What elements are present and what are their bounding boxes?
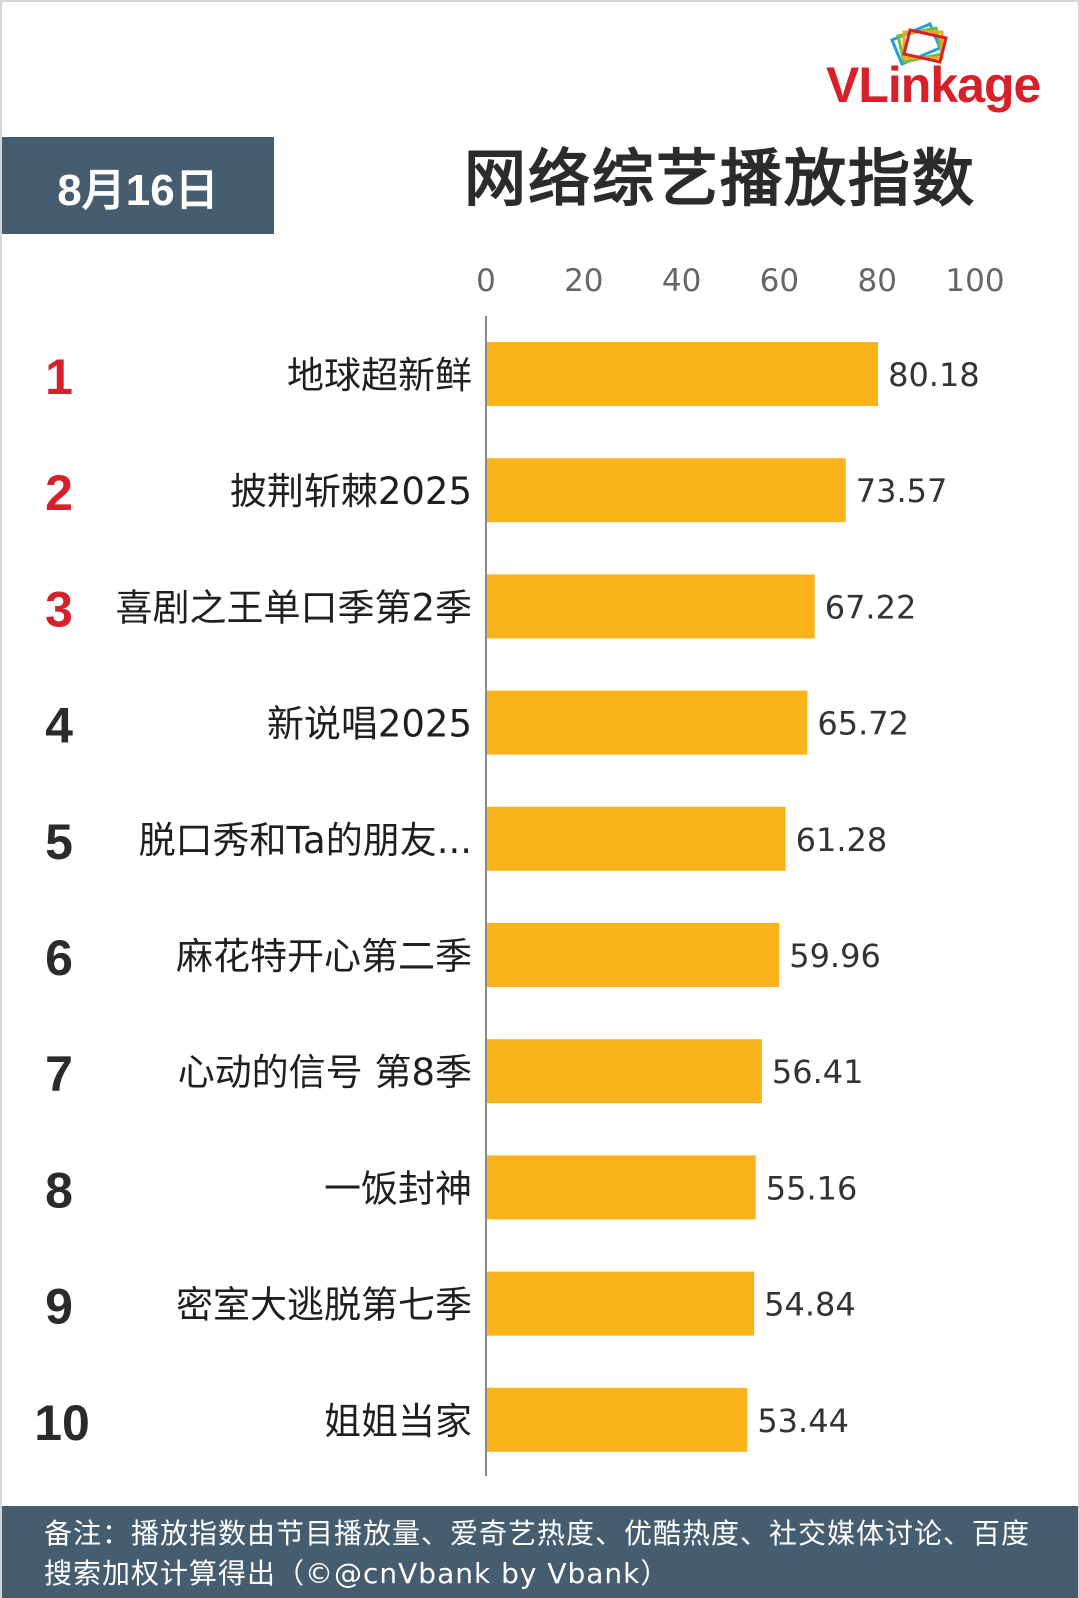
data-label: 67.22 xyxy=(825,588,917,626)
footnote: 备注：播放指数由节目播放量、爱奇艺热度、优酷热度、社交媒体讨论、百度搜索加权计算… xyxy=(2,1506,1078,1598)
rank-number: 5 xyxy=(45,814,73,870)
logo-cards-icon xyxy=(890,22,948,66)
category-label: 心动的信号 第8季 xyxy=(178,1051,472,1094)
data-label: 73.57 xyxy=(856,472,948,510)
rank-number: 4 xyxy=(45,698,73,754)
bar xyxy=(487,458,846,523)
bar xyxy=(487,690,808,755)
x-tick-label: 0 xyxy=(476,263,496,299)
x-tick-label: 100 xyxy=(945,263,1004,299)
category-label: 密室大逃脱第七季 xyxy=(176,1284,472,1327)
x-tick-label: 80 xyxy=(857,263,896,299)
category-label: 麻花特开心第二季 xyxy=(176,935,472,978)
logo-word-rest: Linkage xyxy=(858,57,1041,113)
logo-wordmark: VLinkage xyxy=(826,57,1041,113)
rank-number: 2 xyxy=(45,465,73,521)
rank-number: 3 xyxy=(45,581,73,637)
bar xyxy=(487,1155,756,1220)
x-tick-label: 60 xyxy=(760,263,799,299)
data-label: 54.84 xyxy=(764,1286,856,1324)
rank-number: 8 xyxy=(45,1162,73,1218)
category-label: 一饭封神 xyxy=(324,1167,472,1210)
category-label: 新说唱2025 xyxy=(267,703,472,746)
category-label: 披荆斩棘2025 xyxy=(230,470,472,513)
rank-number: 6 xyxy=(45,930,73,986)
date-badge: 8月16日 xyxy=(2,137,274,234)
data-label: 80.18 xyxy=(888,356,980,394)
bar xyxy=(487,342,879,406)
logo-letter-v: V xyxy=(826,57,859,113)
data-label: 56.41 xyxy=(772,1053,864,1091)
rank-number: 7 xyxy=(45,1046,73,1102)
x-tick-label: 20 xyxy=(564,263,603,299)
data-label: 55.16 xyxy=(766,1169,858,1207)
bar xyxy=(487,806,786,871)
category-label: 喜剧之王单口季第2季 xyxy=(115,586,472,629)
bar xyxy=(487,1387,748,1452)
category-label: 地球超新鲜 xyxy=(287,354,472,397)
bar-chart: 0 20 40 60 80 100 80.18 地球超新鲜 1 73.57 披荆斩棘2025 2 67.… xyxy=(34,263,1005,1476)
vlinkage-logo: VLinkage xyxy=(826,18,1072,118)
category-label: 姐姐当家 xyxy=(324,1400,472,1443)
chart-title: 网络综艺播放指数 xyxy=(464,142,977,215)
data-label: 65.72 xyxy=(817,705,909,743)
rank-number: 9 xyxy=(45,1279,73,1335)
bar xyxy=(487,923,780,987)
data-label: 59.96 xyxy=(789,937,881,975)
data-label: 53.44 xyxy=(757,1402,849,1440)
category-label: 脱口秀和Ta的朋友... xyxy=(139,819,472,862)
rank-number: 1 xyxy=(45,349,73,405)
bar xyxy=(487,1039,762,1104)
data-label: 61.28 xyxy=(796,821,888,859)
x-tick-label: 40 xyxy=(662,263,701,299)
rank-number: 10 xyxy=(34,1395,90,1451)
bar xyxy=(487,574,815,639)
bar xyxy=(487,1271,755,1336)
